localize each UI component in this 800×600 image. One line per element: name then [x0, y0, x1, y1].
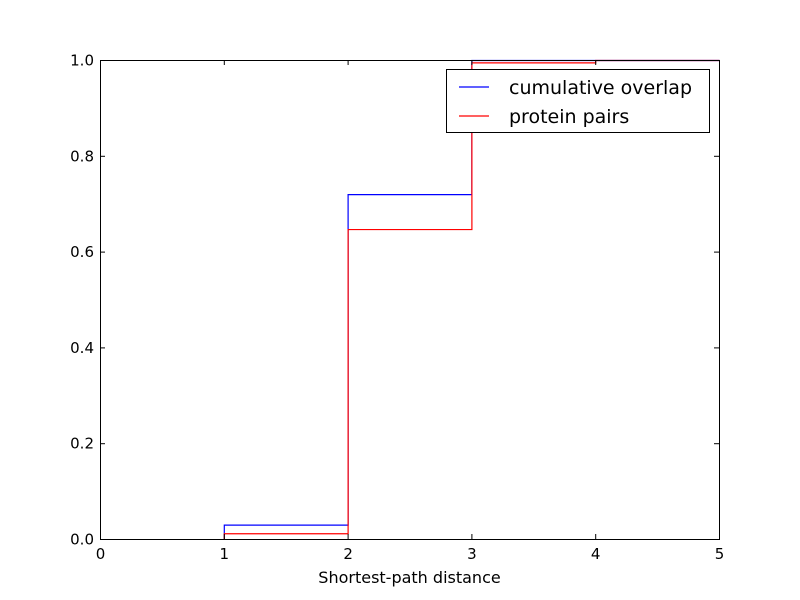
plot-area: [100, 60, 719, 539]
x-tick-label: 0: [96, 545, 106, 563]
x-axis-label: Shortest-path distance: [318, 568, 500, 587]
legend: cumulative overlap protein pairs: [446, 69, 710, 133]
y-tick-label: 0.4: [70, 339, 94, 357]
legend-entry-label: cumulative overlap: [509, 77, 692, 99]
x-tick-label: 1: [220, 545, 230, 563]
x-tick-label: 4: [591, 545, 601, 563]
y-tick-label: 1.0: [70, 52, 94, 70]
y-tick-label: 0.6: [70, 243, 94, 261]
legend-box: [446, 69, 710, 133]
x-tick-label: 3: [467, 545, 477, 563]
x-tick-label: 5: [715, 545, 725, 563]
plot-frame: [100, 60, 720, 540]
y-tick-label: 0.0: [70, 531, 94, 549]
y-tick-label: 0.8: [70, 147, 94, 165]
y-tick-label: 0.2: [70, 435, 94, 453]
x-tick-label: 2: [343, 545, 353, 563]
ticks-layer: 0 1 2 3 4 5 0.0 0.2 0.4 0.6 0.8 1.0: [70, 52, 724, 564]
legend-entry-label: protein pairs: [509, 106, 629, 128]
